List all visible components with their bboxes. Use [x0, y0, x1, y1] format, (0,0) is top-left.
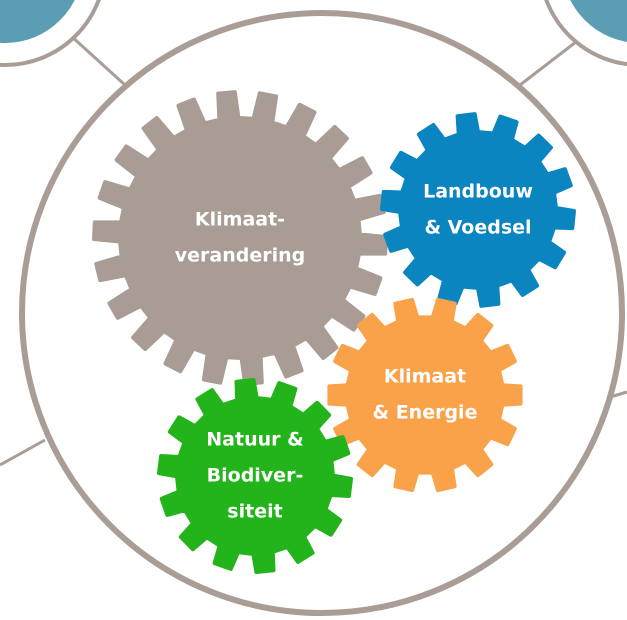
gear-label: verandering [175, 245, 306, 267]
side-circle-right [544, 0, 627, 67]
gear-label: siteit [227, 501, 282, 523]
gear-label: Biodiver- [207, 465, 304, 487]
gear-label: & Voedsel [424, 217, 531, 239]
gear-shape [92, 90, 388, 386]
gear-label: & Energie [373, 402, 478, 424]
gear-label: Klimaat [384, 366, 466, 388]
gear-shape [327, 297, 523, 493]
gear-label: Landbouw [423, 181, 533, 203]
disc [570, 0, 627, 42]
gear: Natuur & Biodiver-siteit [157, 378, 353, 574]
gear-shape [157, 378, 353, 574]
gear: Klimaat & Energie [327, 297, 523, 493]
gear-label: Natuur & [206, 429, 303, 451]
connector [68, 33, 127, 87]
connector [0, 438, 46, 467]
side-circle-left [0, 0, 101, 67]
gear-label: Klimaat- [195, 209, 285, 231]
gear: Klimaat-verandering [92, 90, 388, 386]
gears: Klimaat-verandering Landbouw & Voedsel Klim… [92, 90, 576, 574]
connector [519, 33, 586, 87]
gear-shape [380, 112, 576, 308]
gear: Landbouw & Voedsel [380, 112, 576, 308]
disc [0, 0, 75, 43]
